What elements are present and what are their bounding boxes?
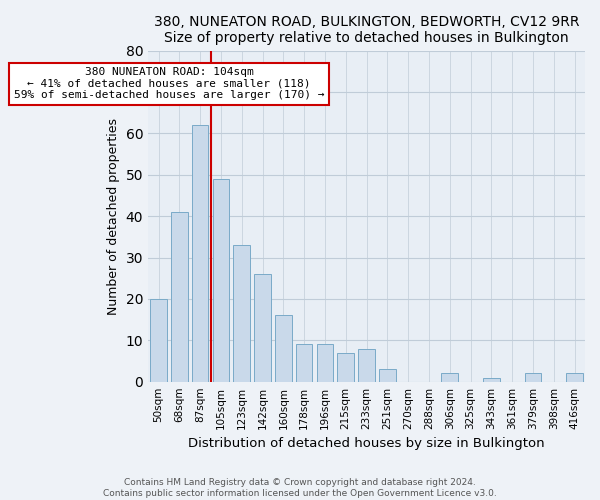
Bar <box>317 344 333 382</box>
Bar <box>483 378 500 382</box>
X-axis label: Distribution of detached houses by size in Bulkington: Distribution of detached houses by size … <box>188 437 545 450</box>
Bar <box>337 352 354 382</box>
Bar <box>566 374 583 382</box>
Bar <box>212 179 229 382</box>
Bar <box>442 374 458 382</box>
Bar <box>275 316 292 382</box>
Text: Contains HM Land Registry data © Crown copyright and database right 2024.
Contai: Contains HM Land Registry data © Crown c… <box>103 478 497 498</box>
Text: 380 NUNEATON ROAD: 104sqm
← 41% of detached houses are smaller (118)
59% of semi: 380 NUNEATON ROAD: 104sqm ← 41% of detac… <box>14 67 324 100</box>
Bar <box>233 245 250 382</box>
Bar <box>192 125 208 382</box>
Title: 380, NUNEATON ROAD, BULKINGTON, BEDWORTH, CV12 9RR
Size of property relative to : 380, NUNEATON ROAD, BULKINGTON, BEDWORTH… <box>154 15 580 45</box>
Bar <box>150 299 167 382</box>
Bar <box>379 370 395 382</box>
Bar <box>296 344 313 382</box>
Bar <box>524 374 541 382</box>
Bar <box>254 274 271 382</box>
Bar <box>358 348 375 382</box>
Bar <box>171 212 188 382</box>
Y-axis label: Number of detached properties: Number of detached properties <box>107 118 120 314</box>
